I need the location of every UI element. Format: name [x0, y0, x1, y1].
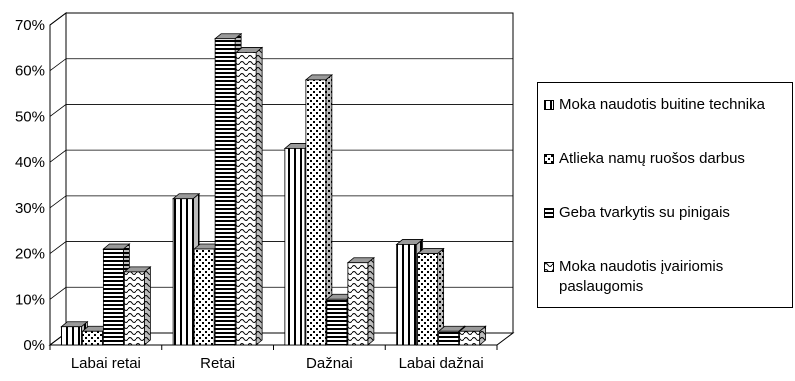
x-tick-label: Dažnai [306, 355, 353, 372]
bar-front [81, 330, 103, 346]
y-tick-label: 0% [23, 337, 45, 354]
legend-swatch-waves [544, 262, 554, 272]
legend: Moka naudotis buitine technika Atlieka n… [537, 82, 793, 308]
bar-front [326, 298, 348, 346]
y-tick-label: 40% [15, 154, 45, 171]
legend-label: Moka naudotis buitine technika [559, 96, 765, 113]
bar-front [417, 253, 439, 346]
y-tick-label: 30% [15, 200, 45, 217]
legend-label: Geba tvarkytis su pinigais [559, 204, 730, 221]
bar-front [60, 326, 82, 346]
bars [60, 32, 487, 346]
bar-front [438, 330, 460, 346]
gridline [49, 104, 513, 117]
bar [458, 325, 487, 346]
bar-front [347, 262, 369, 346]
x-tick-label: Labai retai [71, 355, 141, 372]
gridline [49, 195, 513, 209]
legend-swatch-dots [544, 154, 554, 164]
bar-front [459, 330, 481, 346]
bar-front [102, 248, 124, 346]
legend-swatch-horizontal-lines [544, 208, 554, 218]
bar-front [193, 248, 215, 346]
bar-side [255, 46, 263, 346]
x-tick-label: Retai [200, 355, 235, 372]
bar [235, 46, 264, 346]
bar-front [284, 148, 306, 346]
y-tick-label: 10% [15, 291, 45, 308]
legend-label: Atlieka namų ruošos darbus [559, 150, 745, 167]
y-axis-tick-labels: 0% 10% 20% 30% 40% 50% 60% 70% [15, 17, 45, 354]
bar [304, 74, 333, 346]
gridline [49, 58, 513, 72]
gridline [49, 149, 513, 163]
legend-swatch-vertical-lines [544, 100, 554, 110]
y-tick-label: 50% [15, 108, 45, 125]
bar [416, 247, 445, 346]
y-tick-label: 60% [15, 63, 45, 80]
bar-front [396, 244, 418, 346]
bar-side [143, 266, 151, 346]
bar [346, 256, 375, 346]
bar-front [214, 38, 236, 346]
legend-label: Moka naudotis įvairiomis paslaugomis [559, 258, 724, 295]
bar-front [305, 79, 327, 346]
y-tick-label: 20% [15, 246, 45, 263]
gridline [49, 241, 513, 254]
bar-front [123, 271, 145, 346]
x-tick-label: Labai dažnai [399, 355, 484, 372]
bar-front [172, 198, 194, 346]
gridline [49, 12, 513, 26]
x-axis-tick-labels: Labai retai Retai Dažnai Labai dažnai [71, 355, 484, 372]
y-tick-label: 70% [15, 17, 45, 34]
bar [123, 266, 152, 346]
bar-side [367, 256, 375, 346]
side-wall [49, 12, 67, 346]
bar-front [235, 52, 257, 346]
